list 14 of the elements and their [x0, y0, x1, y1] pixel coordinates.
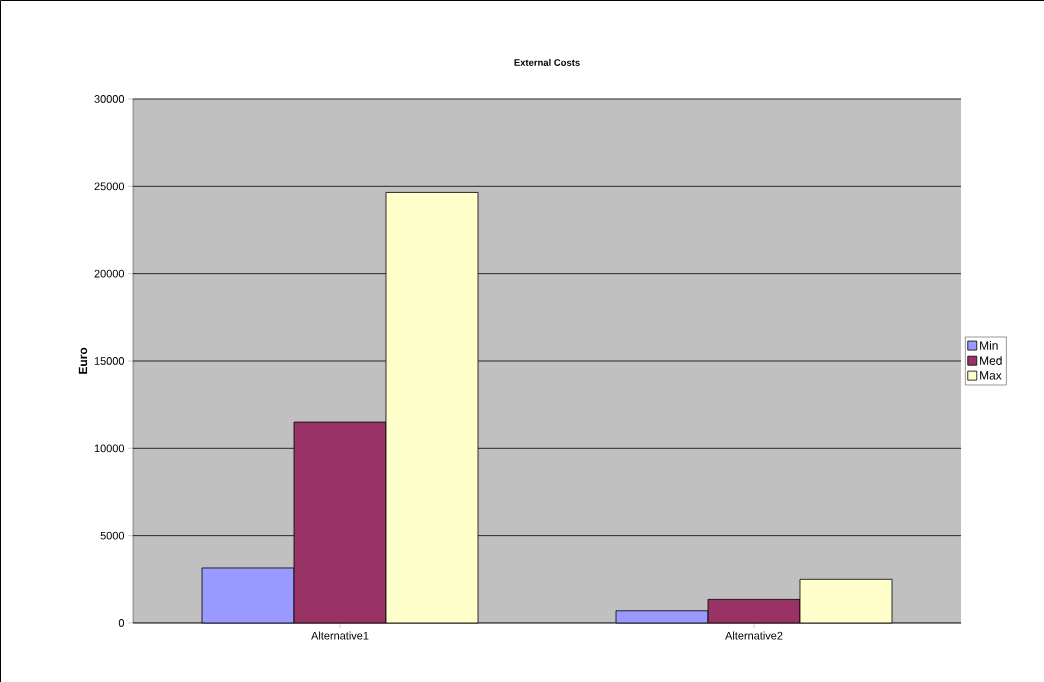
y-tick-label: 25000 — [94, 182, 125, 191]
x-tick-label: Alternative2 — [725, 631, 783, 640]
y-tick-label: 20000 — [94, 269, 125, 278]
legend-label: Max — [980, 371, 1002, 380]
y-tick-label: 15000 — [94, 357, 125, 365]
x-tick-label: Alternative1 — [311, 631, 369, 640]
y-tick-label: 10000 — [94, 444, 125, 453]
y-tick-label: 5000 — [100, 531, 125, 540]
y-axis-title: Euro — [78, 347, 88, 374]
y-tick-label: 30000 — [94, 95, 125, 103]
chart-title: External Costs — [514, 58, 580, 66]
y-tick-label: 0 — [118, 619, 125, 627]
legend-label: Med — [980, 356, 1002, 365]
legend-label: Min — [980, 340, 998, 350]
